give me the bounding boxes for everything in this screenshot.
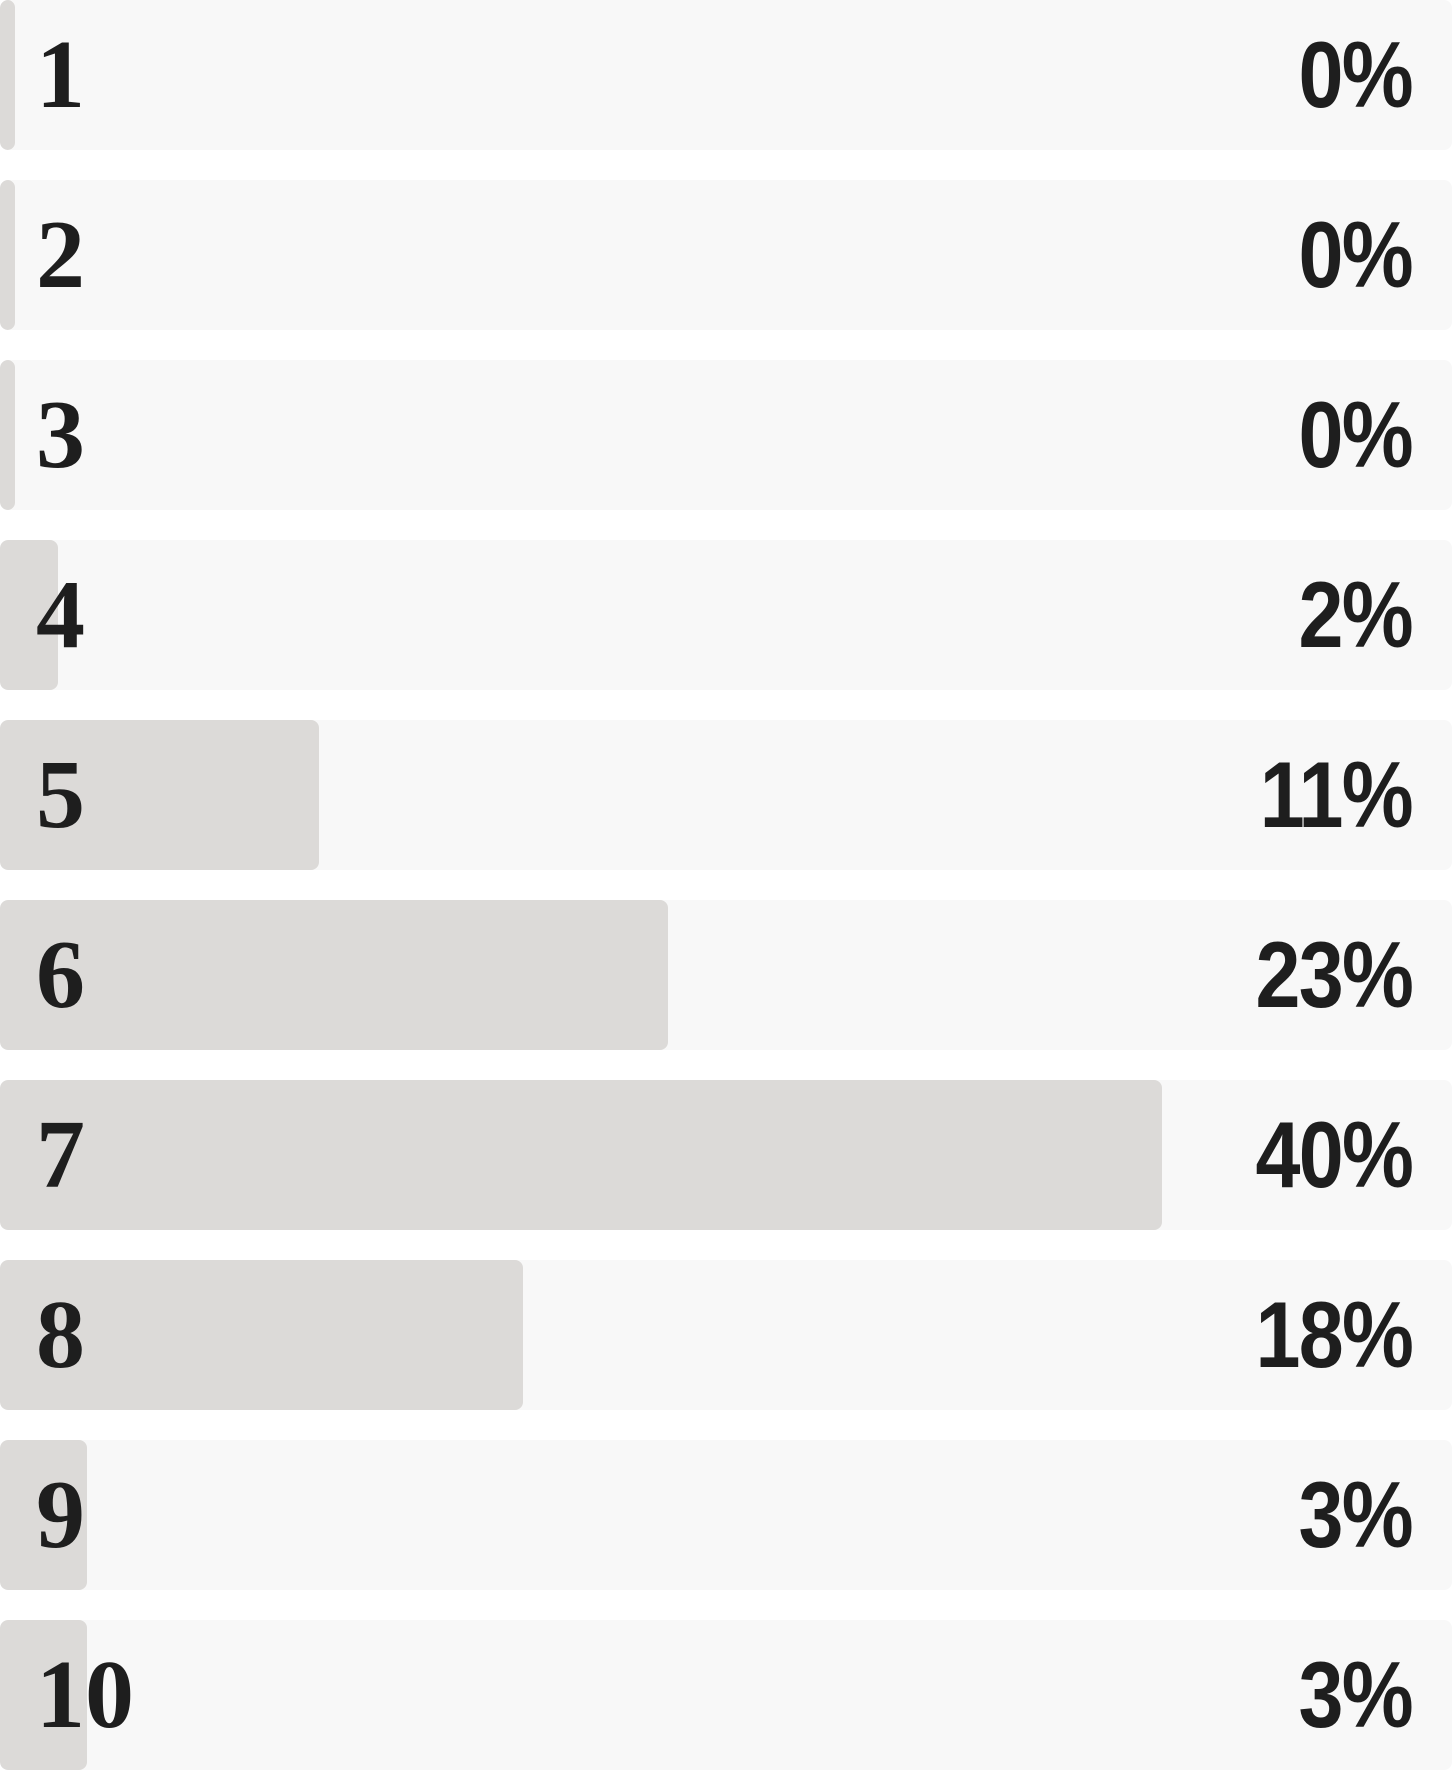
- bar-2: [0, 180, 15, 330]
- category-label: 7: [36, 1101, 85, 1209]
- category-label: 3: [36, 381, 85, 489]
- category-label: 2: [36, 201, 85, 309]
- bar-row-10: 10 3%: [0, 1620, 1452, 1770]
- bar-row-8: 8 18%: [0, 1260, 1452, 1410]
- value-label: 0%: [1298, 202, 1414, 307]
- bar-3: [0, 360, 15, 510]
- bar-6: [0, 900, 668, 1050]
- bar-row-2: 2 0%: [0, 180, 1452, 330]
- value-label: 3%: [1298, 1642, 1414, 1747]
- bar-row-5: 5 11%: [0, 720, 1452, 870]
- bar-7: [0, 1080, 1162, 1230]
- bar-row-4: 4 2%: [0, 540, 1452, 690]
- category-label: 1: [36, 21, 85, 129]
- bar-9: [0, 1440, 88, 1590]
- value-label: 40%: [1255, 1102, 1413, 1207]
- category-label: 6: [36, 921, 85, 1029]
- value-label: 18%: [1255, 1282, 1413, 1387]
- bar-row-6: 6 23%: [0, 900, 1452, 1050]
- bar-1: [0, 0, 15, 150]
- value-label: 3%: [1298, 1462, 1414, 1567]
- category-label: 4: [36, 561, 85, 669]
- value-label: 23%: [1255, 922, 1413, 1027]
- bar-5: [0, 720, 320, 870]
- value-label: 2%: [1298, 562, 1414, 667]
- category-label: 10: [36, 1641, 134, 1749]
- value-label: 0%: [1298, 22, 1414, 127]
- bar-8: [0, 1260, 523, 1410]
- value-label: 0%: [1298, 382, 1414, 487]
- bar-10: [0, 1620, 88, 1770]
- bar-row-1: 1 0%: [0, 0, 1452, 150]
- value-label: 11%: [1259, 742, 1414, 847]
- bar-4: [0, 540, 59, 690]
- category-label: 8: [36, 1281, 85, 1389]
- bar-row-3: 3 0%: [0, 360, 1452, 510]
- category-label: 9: [36, 1461, 85, 1569]
- bar-row-9: 9 3%: [0, 1440, 1452, 1590]
- category-label: 5: [36, 741, 85, 849]
- bar-row-7: 7 40%: [0, 1080, 1452, 1230]
